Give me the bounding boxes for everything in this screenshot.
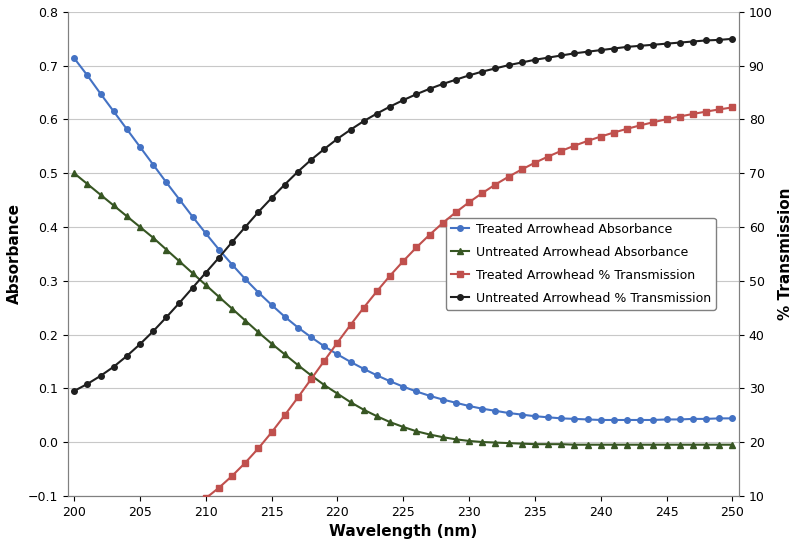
- Treated Arrowhead Absorbance: [214, 246, 224, 253]
- Untreated Arrowhead % Transmission: [267, 195, 277, 201]
- Treated Arrowhead % Transmission: [70, 545, 79, 546]
- Y-axis label: Absorbance: Absorbance: [7, 203, 22, 304]
- Treated Arrowhead Absorbance: [280, 313, 290, 320]
- Untreated Arrowhead % Transmission: [543, 55, 553, 61]
- X-axis label: Wavelength (nm): Wavelength (nm): [329, 524, 478, 539]
- Untreated Arrowhead Absorbance: [267, 340, 277, 347]
- Treated Arrowhead Absorbance: [714, 415, 724, 422]
- Legend: Treated Arrowhead Absorbance, Untreated Arrowhead Absorbance, Treated Arrowhead : Treated Arrowhead Absorbance, Untreated …: [446, 217, 716, 310]
- Untreated Arrowhead Absorbance: [714, 441, 724, 448]
- Untreated Arrowhead Absorbance: [214, 294, 224, 300]
- Y-axis label: % Transmission: % Transmission: [778, 188, 793, 320]
- Line: Treated Arrowhead Absorbance: Treated Arrowhead Absorbance: [71, 55, 735, 423]
- Line: Untreated Arrowhead Absorbance: Untreated Arrowhead Absorbance: [71, 170, 735, 448]
- Treated Arrowhead % Transmission: [504, 174, 514, 180]
- Untreated Arrowhead % Transmission: [280, 181, 290, 188]
- Treated Arrowhead % Transmission: [714, 106, 724, 112]
- Untreated Arrowhead % Transmission: [727, 35, 737, 42]
- Line: Untreated Arrowhead % Transmission: Untreated Arrowhead % Transmission: [71, 36, 735, 394]
- Treated Arrowhead % Transmission: [280, 412, 290, 418]
- Treated Arrowhead Absorbance: [504, 410, 514, 416]
- Treated Arrowhead % Transmission: [267, 429, 277, 436]
- Untreated Arrowhead % Transmission: [214, 254, 224, 261]
- Untreated Arrowhead Absorbance: [504, 440, 514, 447]
- Line: Treated Arrowhead % Transmission: Treated Arrowhead % Transmission: [71, 105, 735, 546]
- Treated Arrowhead Absorbance: [596, 417, 606, 423]
- Untreated Arrowhead % Transmission: [70, 388, 79, 394]
- Treated Arrowhead % Transmission: [727, 104, 737, 111]
- Treated Arrowhead Absorbance: [727, 415, 737, 422]
- Untreated Arrowhead % Transmission: [714, 37, 724, 43]
- Treated Arrowhead % Transmission: [214, 484, 224, 491]
- Untreated Arrowhead Absorbance: [727, 441, 737, 448]
- Untreated Arrowhead Absorbance: [70, 170, 79, 176]
- Treated Arrowhead Absorbance: [267, 301, 277, 308]
- Untreated Arrowhead Absorbance: [280, 351, 290, 358]
- Treated Arrowhead % Transmission: [543, 153, 553, 160]
- Untreated Arrowhead % Transmission: [504, 62, 514, 68]
- Treated Arrowhead Absorbance: [543, 414, 553, 420]
- Treated Arrowhead Absorbance: [70, 55, 79, 62]
- Untreated Arrowhead Absorbance: [543, 441, 553, 447]
- Untreated Arrowhead Absorbance: [570, 441, 579, 448]
